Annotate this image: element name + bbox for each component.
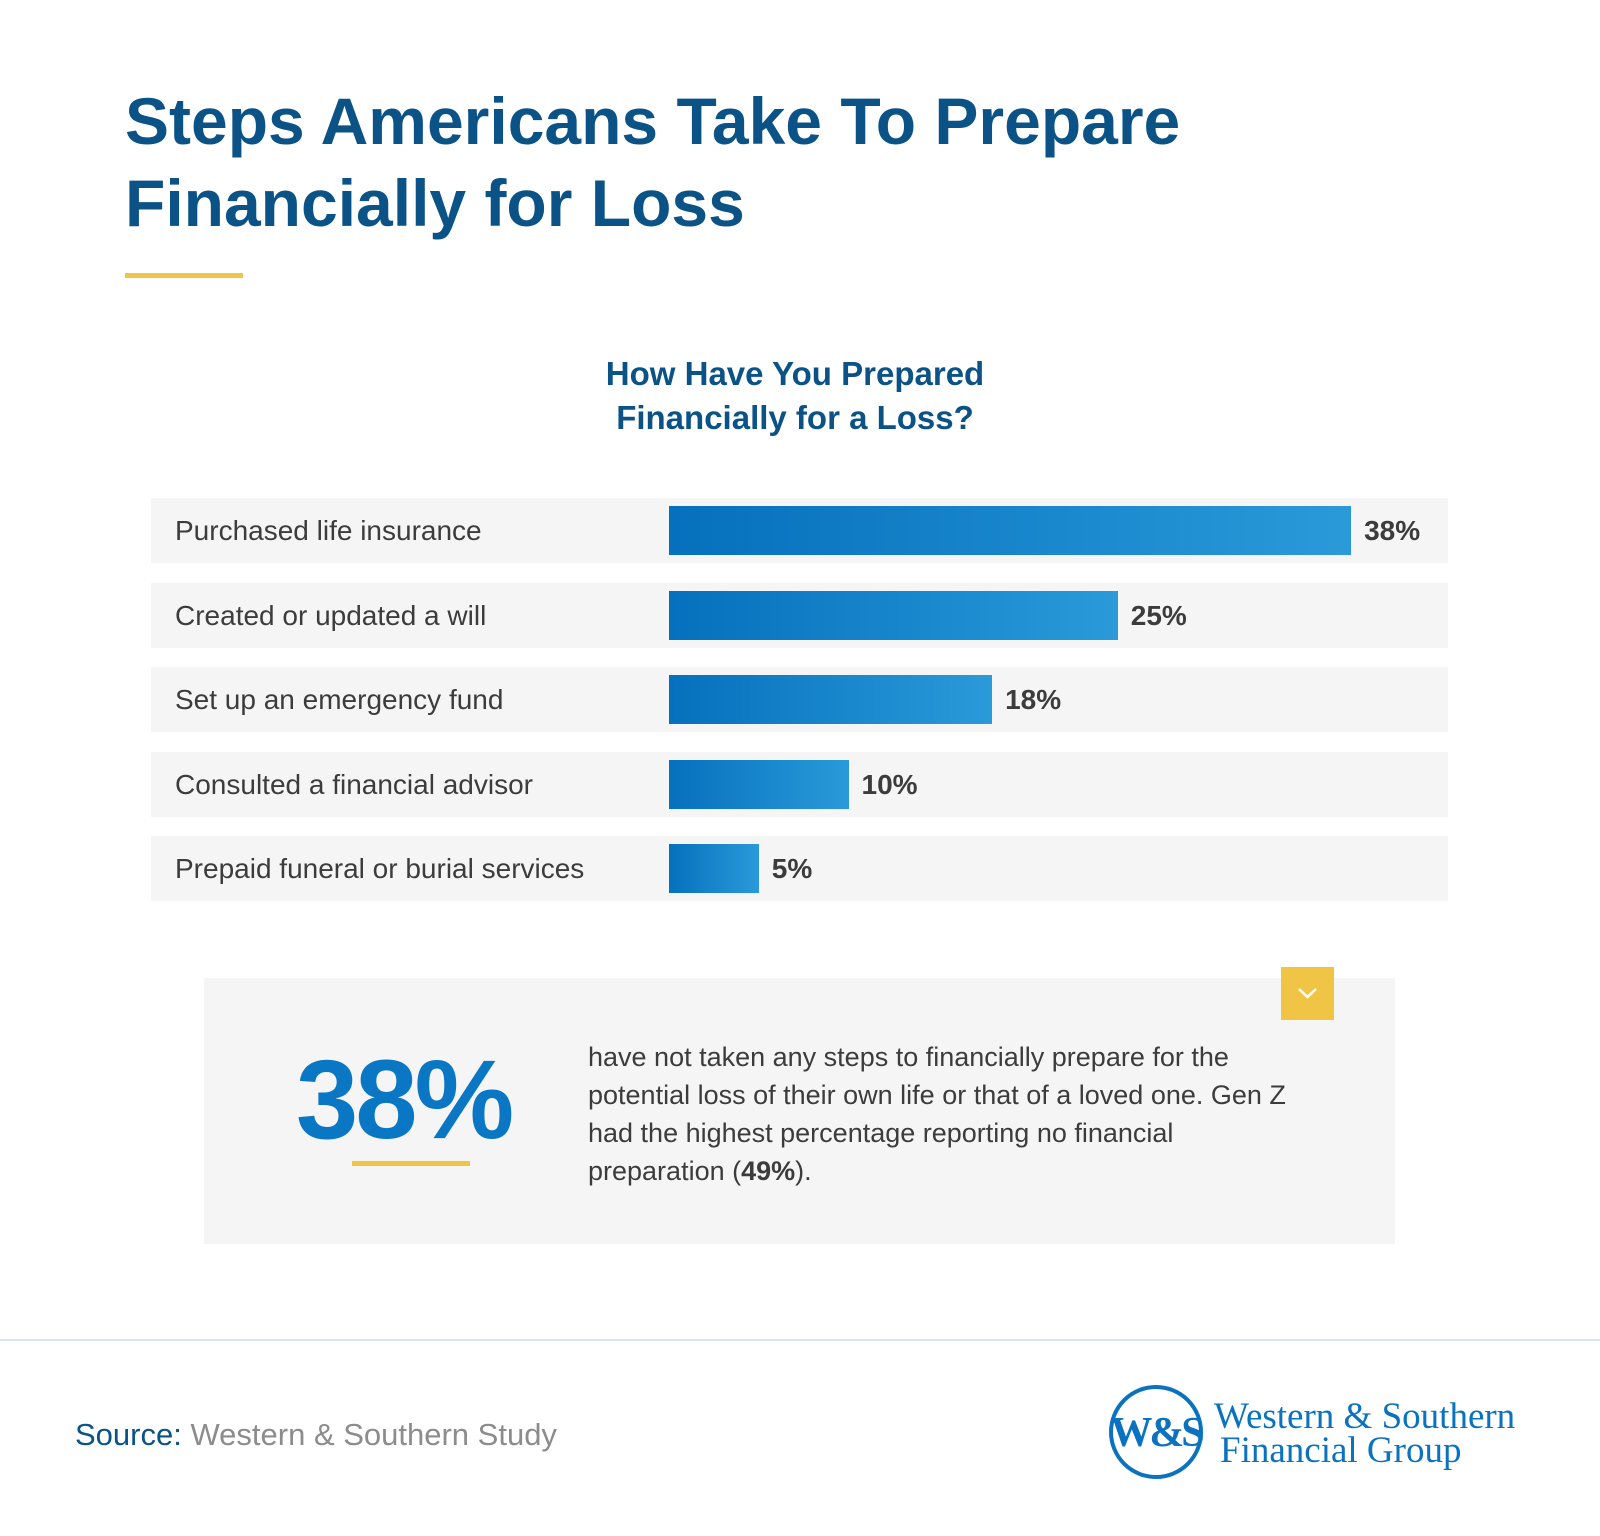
stat-callout bbox=[204, 978, 1395, 1244]
page-title: Steps Americans Take To Prepare Financia… bbox=[125, 80, 1425, 244]
stat-text-end: ). bbox=[795, 1156, 812, 1186]
value-label: 18% bbox=[1005, 684, 1062, 715]
stat-description: have not taken any steps to financially … bbox=[588, 1038, 1308, 1190]
source-note: Source: Western & Southern Study bbox=[75, 1415, 557, 1455]
category-label: Set up an emergency fund bbox=[175, 684, 504, 715]
bar bbox=[669, 760, 849, 809]
source-label: Source: bbox=[75, 1417, 182, 1452]
bar-row: Consulted a financial advisor 10% bbox=[151, 752, 1448, 817]
company-logo: W&S Western & Southern Financial Group bbox=[1108, 1382, 1548, 1482]
stat-value: 38% bbox=[296, 1037, 514, 1162]
chart-title-line-2: Financially for a Loss? bbox=[616, 399, 974, 436]
value-label: 5% bbox=[771, 853, 813, 884]
bar bbox=[669, 506, 1352, 555]
chart-title: How Have You Prepared Financially for a … bbox=[400, 352, 1190, 440]
stat-text-bold: 49% bbox=[741, 1156, 796, 1186]
bar-row: Purchased life insurance 38% bbox=[151, 498, 1448, 563]
logo-icon: W&S Western & Southern Financial Group bbox=[1109, 1385, 1515, 1479]
bar-row: Created or updated a will 25% bbox=[151, 583, 1448, 648]
title-line-1: Steps Americans Take To Prepare bbox=[125, 84, 1181, 158]
source-value: Western & Southern Study bbox=[190, 1417, 557, 1452]
title-line-2: Financially for Loss bbox=[125, 166, 745, 240]
chevron-down-icon bbox=[1298, 988, 1317, 999]
stat-text: have not taken any steps to financially … bbox=[588, 1042, 1286, 1186]
bar bbox=[669, 591, 1118, 640]
chart-title-line-1: How Have You Prepared bbox=[605, 355, 985, 392]
chevron-down-button[interactable] bbox=[1281, 967, 1334, 1020]
bar bbox=[669, 675, 993, 724]
bar-row: Set up an emergency fund 18% bbox=[151, 667, 1448, 732]
logo-line-2: Financial Group bbox=[1220, 1430, 1461, 1471]
category-label: Purchased life insurance bbox=[175, 515, 482, 546]
category-label: Prepaid funeral or burial services bbox=[175, 853, 585, 884]
stat-underline bbox=[352, 1161, 470, 1166]
category-label: Consulted a financial advisor bbox=[175, 769, 533, 800]
value-label: 25% bbox=[1130, 600, 1187, 631]
logo-monogram: W&S bbox=[1110, 1410, 1203, 1456]
category-label: Created or updated a will bbox=[175, 600, 487, 631]
logo-line-1: Western & Southern bbox=[1214, 1396, 1515, 1437]
bar bbox=[669, 844, 759, 893]
bar-row: Prepaid funeral or burial services 5% bbox=[151, 836, 1448, 901]
value-label: 38% bbox=[1364, 515, 1421, 546]
value-label: 10% bbox=[861, 769, 918, 800]
title-underline bbox=[125, 273, 243, 278]
footer-divider bbox=[0, 1339, 1600, 1341]
